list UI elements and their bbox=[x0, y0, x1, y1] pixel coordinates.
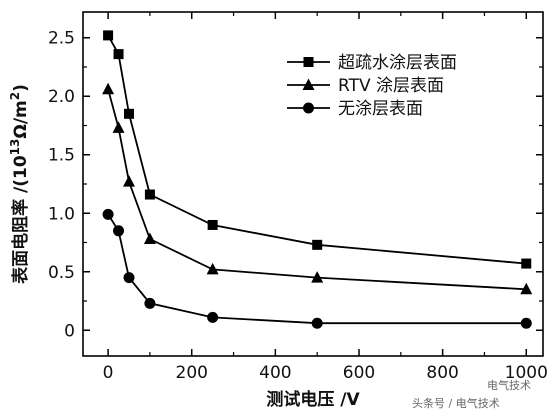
y-axis-title-unit: Ω/m bbox=[11, 100, 31, 138]
data-point bbox=[520, 282, 533, 295]
legend-item: 无涂层表面 bbox=[287, 99, 423, 119]
series-line bbox=[107, 213, 527, 325]
y-tick-label: 1.5 bbox=[48, 146, 75, 166]
y-tick-label: 0 bbox=[64, 321, 75, 341]
x-tick-label: 0 bbox=[103, 363, 114, 383]
data-point bbox=[311, 317, 323, 329]
series-line bbox=[107, 34, 527, 265]
data-point bbox=[123, 272, 135, 284]
y-tick-label: 2.0 bbox=[48, 87, 75, 107]
data-point bbox=[103, 30, 114, 41]
series-1 bbox=[103, 30, 532, 269]
data-point bbox=[123, 175, 135, 187]
series-2 bbox=[102, 82, 533, 295]
data-point bbox=[207, 219, 218, 230]
watermark-line2: 头条号 / 电气技术 bbox=[412, 396, 500, 410]
y-tick-label: 1.0 bbox=[48, 204, 75, 224]
data-point bbox=[206, 262, 219, 275]
data-point bbox=[113, 49, 124, 60]
y-axis-title-unit-exponent: 2 bbox=[8, 92, 22, 100]
axis-ticks bbox=[83, 12, 543, 356]
data-point bbox=[144, 189, 155, 200]
y-axis-title-exponent: 13 bbox=[8, 139, 22, 156]
data-point bbox=[102, 82, 115, 95]
series-line bbox=[107, 88, 527, 291]
x-tick-label: 200 bbox=[176, 363, 208, 383]
x-axis-title: 测试电压 /V bbox=[266, 389, 360, 410]
data-point bbox=[113, 225, 125, 237]
data-point bbox=[521, 258, 532, 269]
series-layer bbox=[102, 30, 533, 329]
data-point bbox=[124, 108, 134, 119]
y-axis-title-main: 表面电阻率 /(10 bbox=[10, 155, 31, 284]
data-point bbox=[102, 208, 114, 220]
legend-item: 超疏水涂层表面 bbox=[287, 53, 457, 73]
series-3 bbox=[102, 208, 532, 329]
x-tick-label: 800 bbox=[426, 363, 458, 383]
legend-marker bbox=[303, 102, 314, 114]
watermark: 电气技术 头条号 / 电气技术 bbox=[412, 378, 531, 410]
data-point bbox=[520, 317, 532, 329]
tick-labels: 0 200 400 600 800 1000 0 0.5 1.0 1.5 2.0 2.5 bbox=[48, 29, 548, 383]
data-point bbox=[112, 121, 125, 133]
legend-marker bbox=[303, 57, 314, 67]
legend-label: 超疏水涂层表面 bbox=[338, 53, 457, 73]
y-tick-label: 0.5 bbox=[48, 263, 75, 283]
data-point bbox=[144, 297, 156, 309]
legend-label: 无涂层表面 bbox=[338, 99, 423, 119]
y-axis-title-close: ) bbox=[11, 84, 31, 92]
x-tick-label: 600 bbox=[343, 363, 375, 383]
x-tick-label: 1000 bbox=[505, 363, 548, 383]
data-point bbox=[312, 239, 323, 250]
y-tick-label: 2.5 bbox=[48, 29, 75, 49]
x-tick-label: 400 bbox=[259, 363, 291, 383]
data-point bbox=[143, 232, 156, 244]
legend-marker bbox=[302, 78, 315, 90]
watermark-line1: 电气技术 bbox=[487, 378, 531, 392]
data-point bbox=[311, 271, 324, 283]
legend-label: RTV 涂层表面 bbox=[338, 76, 444, 96]
y-axis-title: 表面电阻率 /(1013Ω/m2) bbox=[8, 84, 31, 284]
legend-item: RTV 涂层表面 bbox=[287, 76, 444, 96]
data-point bbox=[207, 311, 219, 323]
